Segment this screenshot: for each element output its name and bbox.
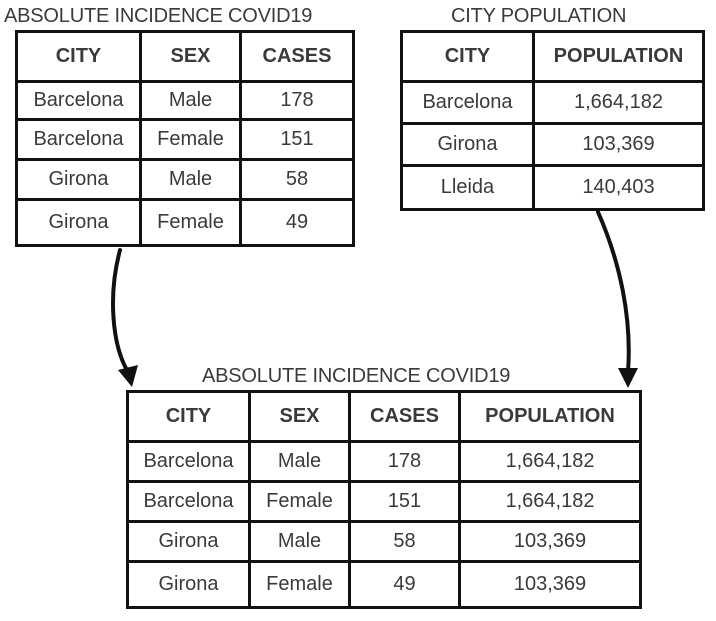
cell-sex: Female: [139, 118, 242, 161]
arrow-left: [111, 248, 130, 374]
incidence-table-title: ABSOLUTE INCIDENCE COVID19: [4, 5, 313, 27]
arrow-right: [596, 210, 631, 374]
cell-population: 103,369: [458, 520, 642, 563]
cell-city: Girona: [15, 198, 142, 247]
population-table-title: CITY POPULATION: [451, 5, 627, 27]
cell-sex: Male: [248, 440, 351, 483]
cell-cases: 49: [239, 198, 355, 247]
table-row: Girona 103,369: [400, 122, 705, 167]
cell-sex: Female: [139, 198, 242, 247]
cell-city: Barcelona: [126, 440, 251, 483]
cell-city: Girona: [400, 122, 535, 167]
cell-sex: Female: [248, 480, 351, 523]
cell-city: Girona: [126, 560, 251, 609]
cell-city: Girona: [126, 520, 251, 563]
joined-header-population: POPULATION: [458, 390, 642, 443]
cell-population: 1,664,182: [458, 480, 642, 523]
cell-city: Lleida: [400, 164, 535, 211]
cell-city: Barcelona: [400, 80, 535, 125]
table-row: Barcelona Female 151: [15, 118, 355, 161]
incidence-header-city: CITY: [15, 30, 142, 83]
table-row: Barcelona 1,664,182: [400, 80, 705, 125]
cell-sex: Male: [139, 158, 242, 201]
joined-header-city: CITY: [126, 390, 251, 443]
population-header-row: CITY POPULATION: [400, 30, 705, 83]
table-row: Barcelona Male 178: [15, 80, 355, 121]
cell-sex: Male: [139, 80, 242, 121]
joined-header-cases: CASES: [348, 390, 461, 443]
arrow-left-head: [118, 365, 138, 387]
table-row: Barcelona Male 178 1,664,182: [126, 440, 642, 483]
table-row: Girona Female 49: [15, 198, 355, 247]
cell-cases: 151: [348, 480, 461, 523]
joined-table: CITY SEX CASES POPULATION Barcelona Male…: [126, 390, 642, 609]
cell-city: Barcelona: [15, 80, 142, 121]
cell-cases: 58: [348, 520, 461, 563]
cell-cases: 151: [239, 118, 355, 161]
cell-cases: 178: [348, 440, 461, 483]
joined-header-row: CITY SEX CASES POPULATION: [126, 390, 642, 443]
cell-sex: Male: [248, 520, 351, 563]
joined-header-sex: SEX: [248, 390, 351, 443]
table-row: Lleida 140,403: [400, 164, 705, 211]
joined-table-title: ABSOLUTE INCIDENCE COVID19: [202, 365, 511, 387]
table-row: Girona Male 58: [15, 158, 355, 201]
cell-population: 1,664,182: [532, 80, 705, 125]
incidence-header-cases: CASES: [239, 30, 355, 83]
incidence-header-sex: SEX: [139, 30, 242, 83]
cell-city: Barcelona: [15, 118, 142, 161]
population-table: CITY POPULATION Barcelona 1,664,182 Giro…: [400, 30, 705, 211]
cell-sex: Female: [248, 560, 351, 609]
cell-cases: 58: [239, 158, 355, 201]
cell-population: 1,664,182: [458, 440, 642, 483]
incidence-table: CITY SEX CASES Barcelona Male 178 Barcel…: [15, 30, 355, 247]
table-row: Girona Male 58 103,369: [126, 520, 642, 563]
cell-city: Girona: [15, 158, 142, 201]
population-header-population: POPULATION: [532, 30, 705, 83]
cell-population: 103,369: [532, 122, 705, 167]
cell-cases: 49: [348, 560, 461, 609]
cell-population: 103,369: [458, 560, 642, 609]
table-row: Barcelona Female 151 1,664,182: [126, 480, 642, 523]
population-header-city: CITY: [400, 30, 535, 83]
incidence-header-row: CITY SEX CASES: [15, 30, 355, 83]
table-row: Girona Female 49 103,369: [126, 560, 642, 609]
cell-cases: 178: [239, 80, 355, 121]
cell-city: Barcelona: [126, 480, 251, 523]
cell-population: 140,403: [532, 164, 705, 211]
arrow-right-head: [618, 368, 638, 388]
